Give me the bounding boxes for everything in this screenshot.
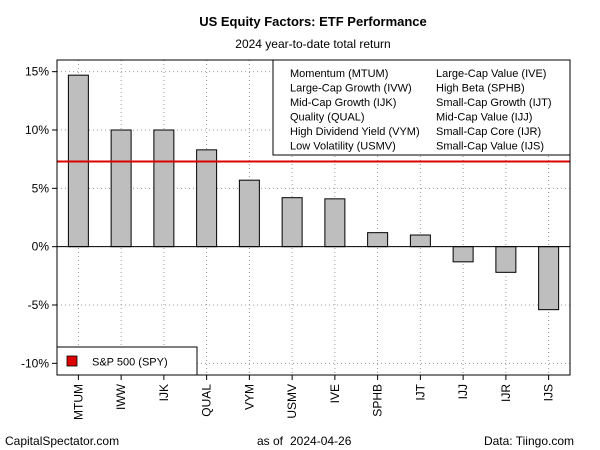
legend-box (272, 59, 571, 156)
bar-ijr (495, 246, 517, 273)
legend-entry: Large-Cap Growth (IVW) (290, 83, 412, 95)
x-tick-label: QUAL (200, 384, 214, 417)
legend-entry: High Beta (SPHB) (436, 83, 525, 95)
legend: Momentum (MTUM) Large-Cap Value (IVE) Larg… (272, 59, 571, 156)
y-tick-label: 0% (32, 240, 50, 254)
legend-entry: Quality (QUAL) (290, 112, 365, 124)
bar-iww (110, 129, 132, 248)
y-tick-label: -10% (21, 356, 49, 370)
x-tick-label: IJK (157, 384, 171, 401)
x-tick-label: IWW (114, 383, 128, 410)
x-axis-ticks: MTUM IWW IJK QUAL VYM USMV IVE SPHB IJT IJJ IJR IJS (71, 375, 556, 420)
footer-date: 2024-04-26 (290, 434, 352, 448)
chart-subtitle: 2024 year-to-date total return (235, 37, 390, 51)
legend-entries: Momentum (MTUM) Large-Cap Value (IVE) Larg… (290, 68, 552, 153)
reference-legend-box (56, 346, 198, 376)
x-tick-label: IJS (542, 384, 556, 401)
y-tick-label: 10% (25, 123, 49, 137)
bar-usmv (281, 197, 303, 248)
x-tick-label: MTUM (71, 384, 85, 420)
legend-entry: Small-Cap Value (IJS) (436, 141, 544, 153)
legend-entry: Large-Cap Value (IVE) (436, 68, 546, 80)
legend-entry: Momentum (MTUM) (290, 68, 388, 80)
reference-legend: S&P 500 (SPY) (56, 346, 198, 376)
legend-entry: High Dividend Yield (VYM) (290, 126, 420, 138)
bar-ijt (409, 234, 431, 248)
reference-legend-swatch (66, 355, 78, 367)
footer-as-of: as of (257, 434, 284, 448)
x-tick-label: SPHB (371, 384, 385, 417)
y-tick-label: 15% (25, 65, 49, 79)
x-tick-label: IVE (328, 384, 342, 403)
bar-ijk (153, 129, 175, 248)
legend-entry: Small-Cap Core (IJR) (436, 126, 541, 138)
x-tick-label: USMV (285, 384, 299, 419)
x-tick-label: IJJ (456, 384, 470, 399)
legend-entry: Small-Cap Growth (IJT) (436, 97, 552, 109)
reference-legend-label: S&P 500 (SPY) (92, 357, 168, 369)
chart-title: US Equity Factors: ETF Performance (199, 14, 427, 29)
bar-qual (196, 149, 218, 248)
x-tick-label: VYM (242, 384, 256, 410)
bars (57, 74, 570, 311)
legend-entry: Mid-Cap Value (IJJ) (436, 112, 532, 124)
y-tick-label: 5% (32, 181, 50, 195)
bar-ijs (538, 246, 560, 311)
bar-ijj (452, 246, 474, 263)
legend-entry: Low Volatility (USMV) (290, 141, 396, 153)
x-tick-label: IJT (413, 383, 427, 400)
bar-vym (238, 179, 260, 248)
y-axis-ticks: 15% 10% 5% 0% -5% -10% (21, 65, 57, 370)
bar-ive (324, 198, 346, 248)
footer-data-credit: Data: Tiingo.com (484, 434, 574, 448)
y-tick-label: -5% (28, 298, 50, 312)
footer-source: CapitalSpectator.com (5, 434, 119, 448)
x-tick-label: IJR (499, 384, 513, 402)
bar-sphb (367, 232, 389, 248)
legend-entry: Mid-Cap Growth (IJK) (290, 97, 396, 109)
